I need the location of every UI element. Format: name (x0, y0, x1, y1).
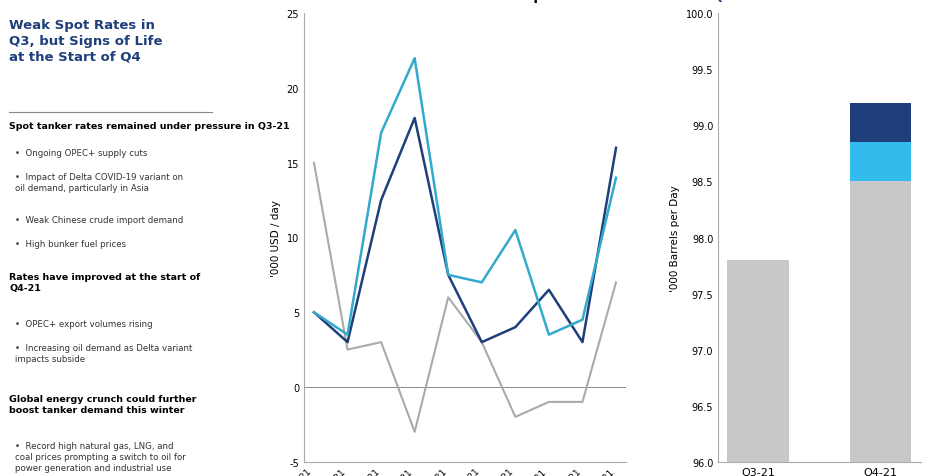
VLCC (610, 280, 621, 286)
Text: Rates have improved at the start of
Q4-21: Rates have improved at the start of Q4-2… (9, 272, 201, 292)
Text: Spot tanker rates remained under pressure in Q3-21: Spot tanker rates remained under pressur… (9, 122, 290, 130)
VLCC (476, 339, 487, 345)
Aframax (376, 131, 387, 137)
Text: •  OPEC+ export volumes rising: • OPEC+ export volumes rising (16, 319, 153, 328)
Aframax (309, 310, 320, 316)
Suezmax (409, 116, 420, 121)
Bar (850, 182, 911, 462)
Y-axis label: '000 USD / day: '000 USD / day (271, 199, 281, 277)
Line: VLCC: VLCC (314, 163, 616, 432)
VLCC (443, 295, 454, 300)
Suezmax (543, 288, 554, 293)
Suezmax (577, 339, 588, 345)
Y-axis label: '000 Barrels per Day: '000 Barrels per Day (671, 185, 680, 291)
Aframax (342, 332, 353, 338)
Text: Global energy crunch could further
boost tanker demand this winter: Global energy crunch could further boost… (9, 394, 197, 414)
Aframax (409, 56, 420, 62)
Bar (850, 143, 911, 182)
Suezmax (476, 339, 487, 345)
VLCC (510, 414, 521, 420)
Aframax (510, 228, 521, 233)
VLCC (342, 347, 353, 353)
Bar (727, 260, 789, 462)
VLCC (309, 160, 320, 166)
Suezmax (510, 325, 521, 330)
Suezmax (309, 310, 320, 316)
Line: Aframax: Aframax (314, 59, 616, 335)
Title: Benchmark Crude Tanker Spot Rates: Benchmark Crude Tanker Spot Rates (322, 0, 608, 3)
VLCC (577, 399, 588, 405)
Aframax (610, 176, 621, 181)
Line: Suezmax: Suezmax (314, 119, 616, 342)
Text: •  Record high natural gas, LNG, and
coal prices prompting a switch to oil for
p: • Record high natural gas, LNG, and coal… (16, 441, 186, 472)
Text: •  Increasing oil demand as Delta variant
impacts subside: • Increasing oil demand as Delta variant… (16, 343, 193, 363)
Aframax (476, 280, 487, 286)
Text: •  Impact of Delta COVID-19 variant on
oil demand, particularly in Asia: • Impact of Delta COVID-19 variant on oi… (16, 173, 183, 193)
VLCC (376, 339, 387, 345)
Bar (850, 104, 911, 143)
Title: Q4-21 Oil Demand Forecast: Q4-21 Oil Demand Forecast (712, 0, 927, 3)
Aframax (543, 332, 554, 338)
Aframax (577, 317, 588, 323)
Suezmax (342, 339, 353, 345)
Suezmax (443, 272, 454, 278)
Suezmax (610, 146, 621, 151)
VLCC (543, 399, 554, 405)
Text: •  Ongoing OPEC+ supply cuts: • Ongoing OPEC+ supply cuts (16, 149, 148, 158)
Aframax (443, 272, 454, 278)
Text: •  Weak Chinese crude import demand: • Weak Chinese crude import demand (16, 216, 183, 225)
Text: •  High bunker fuel prices: • High bunker fuel prices (16, 240, 126, 249)
Text: Weak Spot Rates in
Q3, but Signs of Life
at the Start of Q4: Weak Spot Rates in Q3, but Signs of Life… (9, 19, 163, 64)
Suezmax (376, 198, 387, 204)
VLCC (409, 429, 420, 435)
